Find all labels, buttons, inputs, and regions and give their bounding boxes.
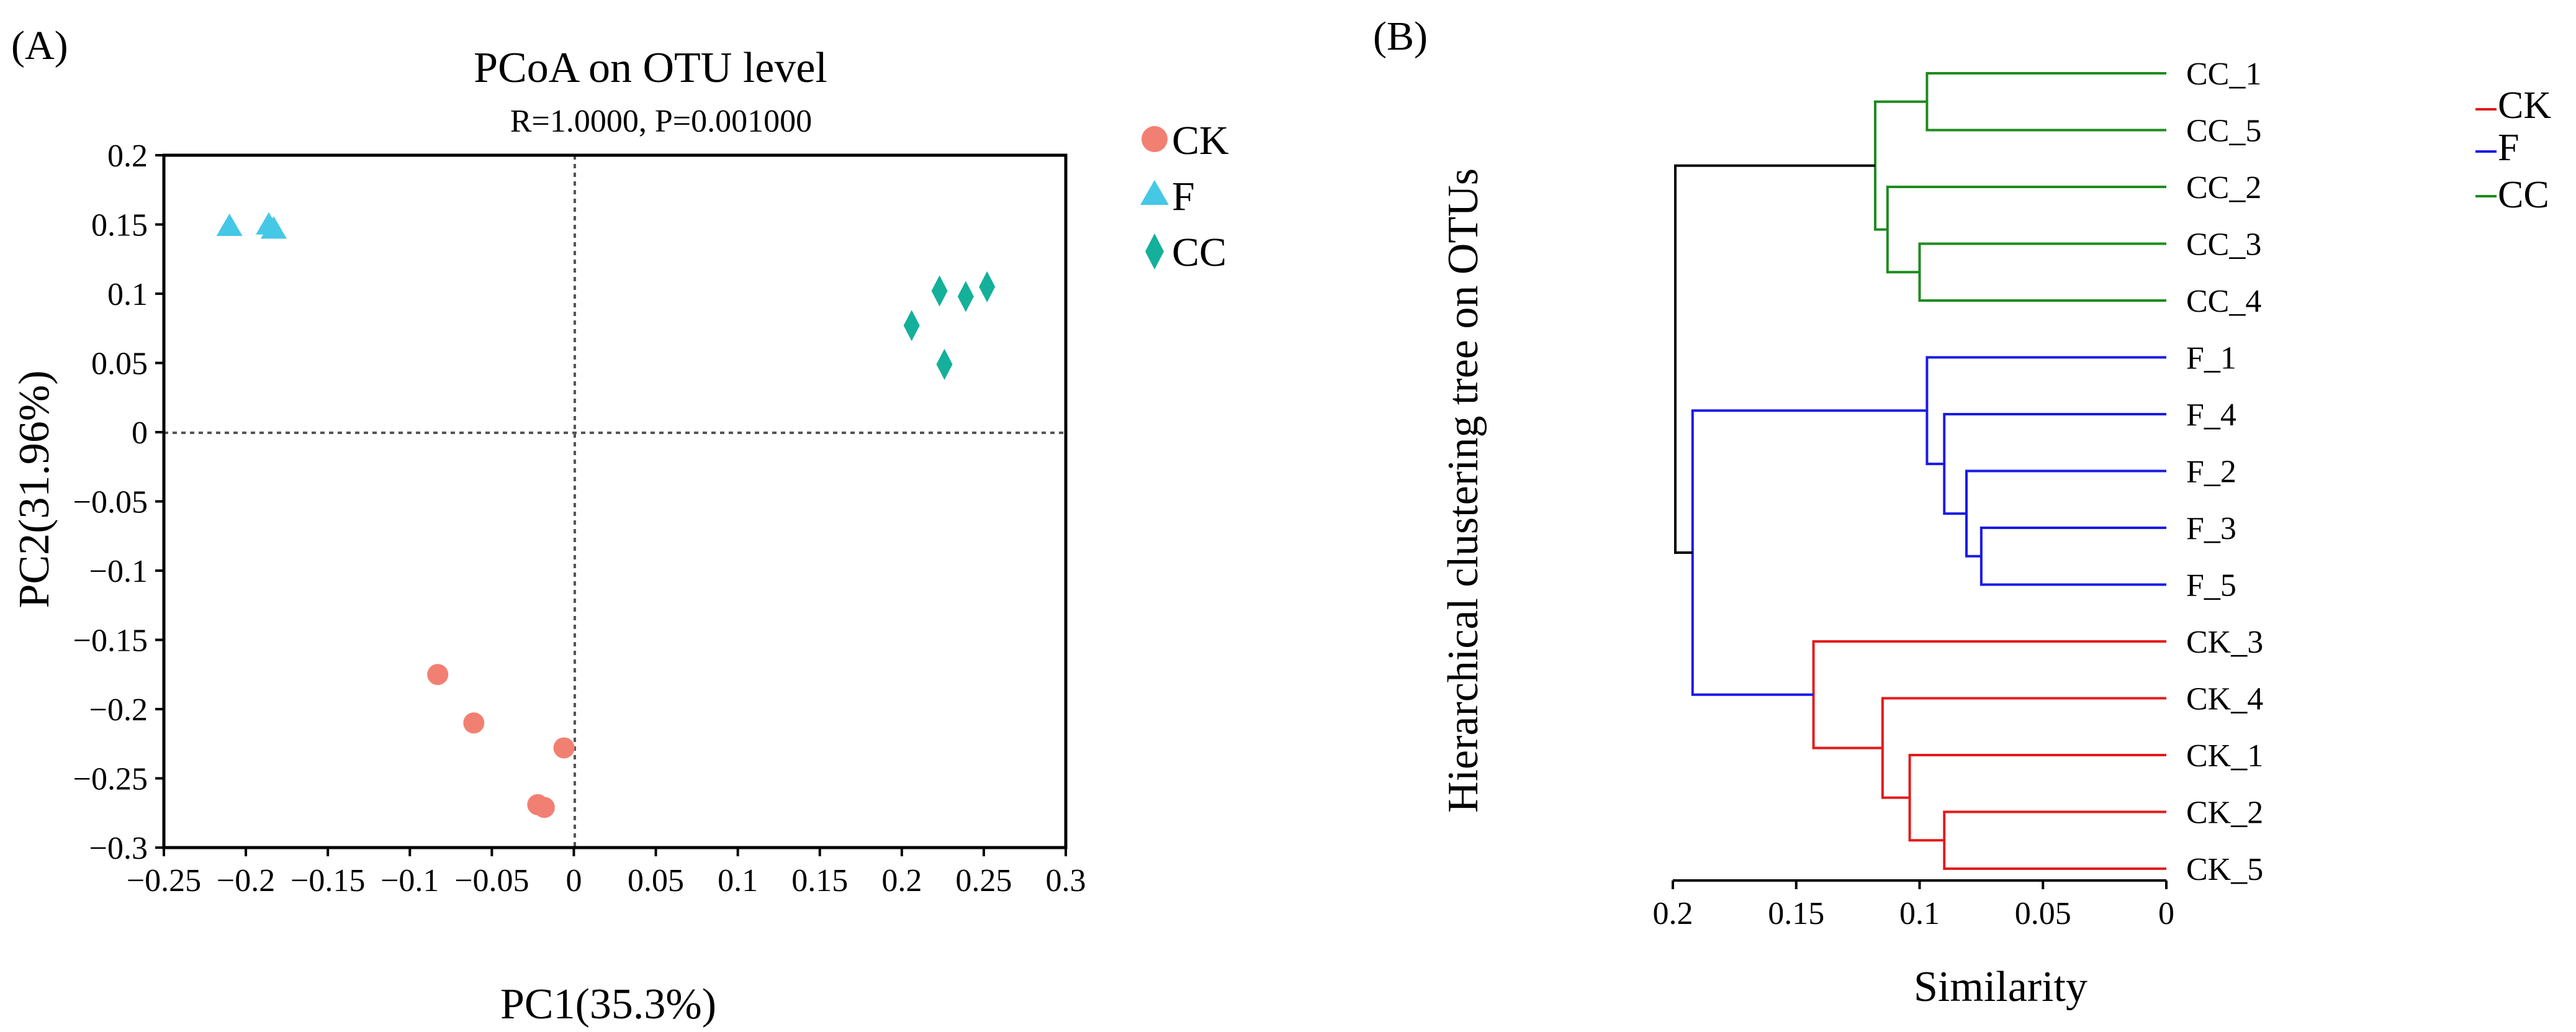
- leaf-label-f-4: F_4: [2186, 397, 2236, 433]
- dendro-legend-ck-label: CK: [2498, 84, 2551, 127]
- cc-point: [931, 275, 948, 307]
- panel-a-label: (A): [11, 23, 68, 68]
- cc-point: [936, 348, 953, 380]
- dendro-tick-label: 0: [2158, 896, 2174, 931]
- dendrogram-branch: [1943, 810, 2166, 870]
- dendrogram-branch: [1965, 469, 2166, 558]
- x-tick-label: 0.3: [1046, 863, 1086, 898]
- y-tick-label: 0: [132, 415, 148, 451]
- ck-point: [533, 797, 555, 818]
- leaf-label-f-3: F_3: [2186, 511, 2236, 546]
- legend-f-triangle-icon: [1140, 180, 1169, 205]
- x-tick-label: 0.05: [628, 863, 684, 898]
- leaf-label-ck-2: CK_2: [2186, 795, 2263, 831]
- x-tick-label: 0.25: [955, 863, 1012, 898]
- dendro-legend-cc-label: CC: [2498, 174, 2549, 216]
- dendrogram-branch: [1908, 754, 2166, 842]
- legend-ck-circle-icon: [1142, 126, 1168, 152]
- leaf-label-f-2: F_2: [2186, 455, 2236, 490]
- x-tick-label: −0.25: [127, 863, 201, 898]
- pcoa-y-ticks: −0.3 −0.25 −0.2 −0.15 −0.1 −0.05 0 0.05 0.1 0.15 0…: [73, 138, 164, 866]
- y-tick-label: −0.3: [89, 831, 148, 866]
- pcoa-legend: CK F CC: [1140, 118, 1229, 275]
- pcoa-x-ticks: −0.25 −0.2 −0.15 −0.1 −0.05 0 0.05 0.1 0.15 0.2 0.…: [127, 848, 1086, 898]
- dendrogram-branch: [1691, 409, 1927, 696]
- x-tick-label: 0.2: [881, 863, 922, 898]
- f-point: [261, 216, 287, 239]
- pcoa-x-axis-title: PC1(35.3%): [500, 980, 716, 1028]
- y-tick-label: 0.05: [91, 346, 148, 382]
- dendrogram-branches: [1673, 72, 2166, 870]
- y-tick-label: −0.05: [73, 485, 148, 520]
- legend-cc-diamond-icon: [1145, 233, 1164, 269]
- x-tick-label: −0.15: [290, 863, 365, 898]
- dendrogram-branch: [1925, 72, 2166, 132]
- ck-point: [553, 737, 575, 759]
- leaf-label-ck-4: CK_4: [2186, 682, 2263, 717]
- legend-f-label: F: [1172, 174, 1195, 219]
- leaf-label-cc-5: CC_5: [2186, 114, 2261, 149]
- x-tick-label: 0: [565, 863, 582, 898]
- y-tick-label: −0.2: [89, 692, 148, 728]
- cc-point: [903, 310, 920, 342]
- leaf-label-ck-5: CK_5: [2186, 852, 2263, 887]
- dendrogram-branch: [1918, 242, 2166, 302]
- dendrogram-legend: CK F CC: [2475, 84, 2551, 216]
- dendrogram-y-axis-title: Hierarchical clustering tree on OTUs: [1439, 168, 1487, 813]
- dendrogram-branch: [1873, 100, 1927, 231]
- y-tick-label: 0.15: [91, 208, 148, 243]
- f-point: [216, 213, 243, 236]
- pcoa-points: [216, 212, 996, 818]
- leaf-label-cc-1: CC_1: [2186, 57, 2261, 92]
- leaf-label-cc-4: CC_4: [2186, 284, 2261, 319]
- leaf-label-cc-3: CC_3: [2186, 227, 2261, 263]
- panel-b-label: (B): [1373, 14, 1428, 59]
- y-tick-label: −0.25: [73, 762, 148, 797]
- pcoa-panel: (A) PCoA on OTU level R=1.0000, P=0.0010…: [11, 23, 1229, 1028]
- dendrogram-branch: [1812, 640, 2166, 749]
- leaf-label-cc-2: CC_2: [2186, 170, 2261, 206]
- dendrogram-branch: [1925, 356, 2166, 466]
- ck-point: [463, 712, 485, 734]
- dendro-tick-label: 0.2: [1653, 896, 1693, 931]
- x-tick-label: −0.2: [217, 863, 275, 898]
- dendrogram-branch: [1886, 186, 2166, 274]
- dendro-tick-label: 0.1: [1899, 896, 1940, 931]
- leaf-label-ck-1: CK_1: [2186, 738, 2263, 774]
- dendrogram-branch: [1979, 527, 2166, 586]
- dendro-tick-label: 0.15: [1768, 896, 1824, 931]
- dendrogram-x-axis: 0.2 0.15 0.1 0.05 0: [1653, 879, 2174, 931]
- pcoa-subtitle: R=1.0000, P=0.001000: [510, 104, 812, 139]
- x-tick-label: 0.1: [718, 863, 758, 898]
- legend-cc-label: CC: [1172, 230, 1227, 275]
- dendro-tick-label: 0.05: [2015, 896, 2071, 931]
- leaf-label-ck-3: CK_3: [2186, 625, 2263, 660]
- legend-ck-label: CK: [1172, 118, 1229, 163]
- leaf-label-f-5: F_5: [2186, 568, 2236, 604]
- x-tick-label: 0.15: [791, 863, 848, 898]
- dendrogram-branch: [1881, 697, 2166, 799]
- dendrogram-leaf-labels: CC_1 CC_5 CC_2 CC_3 CC_4 F_1 F_4 F_2 F_3 F_5 CK_3 C…: [2186, 57, 2263, 887]
- pcoa-y-axis-title: PC2(31.96%): [11, 370, 58, 608]
- dendrogram-branch: [1673, 164, 1875, 554]
- x-tick-label: −0.05: [454, 863, 529, 898]
- leaf-label-f-1: F_1: [2186, 341, 2236, 376]
- y-tick-label: 0.1: [107, 277, 148, 312]
- dendrogram-x-axis-title: Similarity: [1914, 963, 2087, 1011]
- pcoa-plot-frame: [162, 153, 1068, 849]
- dendrogram-panel: (B) Hierarchical clustering tree on OTUs…: [1373, 14, 2551, 1011]
- pcoa-title: PCoA on OTU level: [474, 44, 827, 92]
- cc-point: [957, 281, 974, 312]
- y-tick-label: 0.2: [107, 138, 148, 174]
- cc-point: [979, 271, 996, 302]
- y-tick-label: −0.15: [73, 623, 148, 659]
- dendro-legend-f-label: F: [2498, 127, 2519, 169]
- ck-point: [427, 664, 449, 686]
- x-tick-label: −0.1: [381, 863, 439, 898]
- dendrogram-branch: [1943, 413, 2166, 515]
- y-tick-label: −0.1: [89, 554, 148, 589]
